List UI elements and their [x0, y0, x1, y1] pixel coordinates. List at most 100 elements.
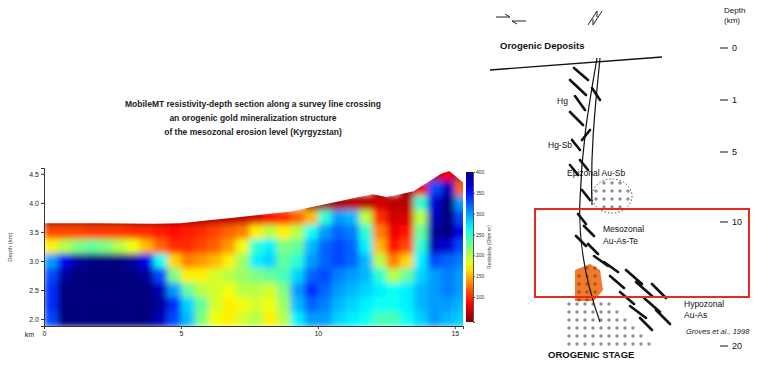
tick-mark [181, 326, 182, 329]
cell [290, 225, 304, 240]
cell [318, 210, 332, 225]
cell [345, 239, 359, 254]
cell [167, 268, 181, 283]
cell [318, 239, 332, 254]
cell [249, 297, 263, 312]
title: an orogenic gold mineralization structur… [169, 113, 336, 123]
cell [345, 268, 359, 283]
cell [277, 254, 291, 269]
cell [318, 268, 332, 283]
cell [181, 268, 195, 283]
cell [455, 181, 463, 196]
cell [427, 312, 441, 326]
cell [359, 283, 373, 298]
cell [359, 210, 373, 225]
colorbar-title: Resistivity (Ohm·m) [486, 225, 492, 269]
tick-label: 250 [476, 232, 485, 238]
cell [99, 254, 113, 269]
cell [373, 239, 387, 254]
tick-mark [473, 193, 475, 194]
depth-label: 1 [732, 95, 737, 105]
cell [332, 254, 346, 269]
tick-label: 4.0 [29, 200, 39, 207]
cell [373, 297, 387, 312]
tick-label: 2.5 [29, 287, 39, 294]
depth-label: 0 [732, 43, 737, 53]
cell [167, 225, 181, 240]
cell [345, 225, 359, 240]
cell [222, 312, 236, 326]
cell [154, 297, 168, 312]
tick-mark [455, 326, 456, 329]
cell [208, 312, 222, 326]
cell [345, 283, 359, 298]
cell [359, 225, 373, 240]
cell [427, 268, 441, 283]
cell [99, 268, 113, 283]
cell [332, 210, 346, 225]
tick-label: 15 [451, 330, 459, 337]
cell [181, 297, 195, 312]
cell [441, 196, 455, 211]
cell [263, 254, 277, 269]
cell [140, 297, 154, 312]
cell [263, 239, 277, 254]
cell [427, 225, 441, 240]
cell [441, 254, 455, 269]
cell [58, 254, 72, 269]
cell [400, 210, 414, 225]
cell [126, 254, 140, 269]
cell [263, 312, 277, 326]
cell [181, 254, 195, 269]
tick-mark [41, 290, 44, 291]
depth-label: 10 [732, 217, 742, 227]
tick-label: 350 [476, 190, 485, 196]
cell [85, 312, 99, 326]
x-axis-title: km [25, 331, 35, 338]
cell [386, 196, 400, 211]
tick-label: 300 [476, 211, 485, 217]
cell [71, 254, 85, 269]
cell [126, 268, 140, 283]
cell [277, 297, 291, 312]
cell [318, 225, 332, 240]
cell [277, 225, 291, 240]
tick-mark [41, 203, 44, 204]
cell [386, 254, 400, 269]
cell [441, 210, 455, 225]
tick: 3.5 [29, 229, 44, 236]
cell [455, 225, 463, 240]
cell [126, 225, 140, 240]
cell [112, 225, 126, 240]
cell [181, 239, 195, 254]
cell [249, 254, 263, 269]
tick-mark [41, 232, 44, 233]
cell [71, 297, 85, 312]
cell [85, 254, 99, 269]
y-axis-title: Depth (km) [7, 232, 13, 262]
cell [167, 297, 181, 312]
cell [195, 254, 209, 269]
cell [441, 181, 455, 196]
cell [455, 239, 463, 254]
cell [58, 283, 72, 298]
cell [99, 312, 113, 326]
cell [195, 268, 209, 283]
depth-title-line: (km) [724, 16, 740, 25]
cell [318, 254, 332, 269]
cell [290, 268, 304, 283]
tick: 250 [473, 232, 485, 238]
cell [71, 225, 85, 240]
cell [222, 254, 236, 269]
cell [455, 268, 463, 283]
cell [249, 268, 263, 283]
zone-label: Au-As-Te [603, 236, 638, 246]
cell [414, 297, 428, 312]
cell [386, 297, 400, 312]
cell [386, 312, 400, 326]
cell [236, 297, 250, 312]
cell [414, 225, 428, 240]
cell [195, 283, 209, 298]
tick-mark [473, 235, 475, 236]
cell [400, 283, 414, 298]
